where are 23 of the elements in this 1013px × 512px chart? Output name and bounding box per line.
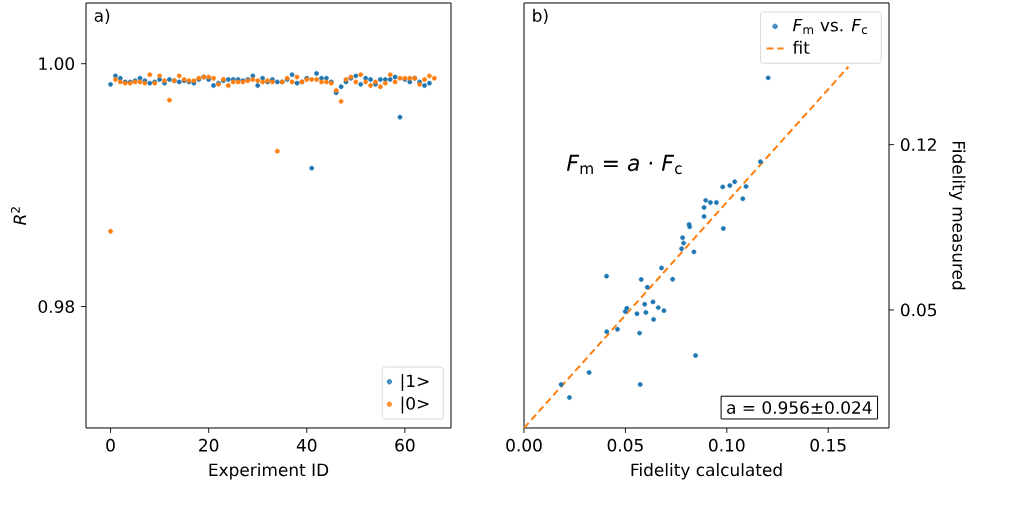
y-tick-label: 1.00 — [39, 57, 75, 71]
x-tick-label: 40 — [296, 438, 317, 452]
legend-label: |0> — [401, 396, 429, 414]
y-tick-label: 0.98 — [38, 300, 75, 313]
x-tick-label: 0.10 — [709, 438, 745, 452]
legend-label: F$_{m}$ vs. F$_{c}$ — [792, 18, 868, 35]
x-tick-label: 0.00 — [506, 438, 542, 452]
legend-label: fit — [792, 40, 810, 54]
chart-title: b) — [533, 8, 548, 24]
chart-title: a) — [94, 8, 110, 24]
x-tick-label: 0 — [106, 438, 115, 452]
x-tick-label: 60 — [395, 438, 415, 452]
x-axis-title: Experiment ID — [209, 463, 329, 480]
annotation: a = 0.956±0.024 — [727, 401, 872, 414]
legend-label: |1> — [401, 374, 429, 392]
x-tick-label: 0.05 — [607, 438, 643, 452]
x-tick-label: 0.15 — [810, 438, 846, 452]
annotation: F$_{m}$ = a · F$_{c}$ — [566, 154, 682, 175]
y-axis-title: R$^{2}$ — [10, 207, 26, 225]
y-tick-label: 0.12 — [900, 138, 936, 152]
x-tick-label: 20 — [199, 438, 219, 452]
y-axis-title: Fidelity measured — [949, 141, 966, 290]
x-axis-title: Fidelity calculated — [631, 463, 782, 480]
